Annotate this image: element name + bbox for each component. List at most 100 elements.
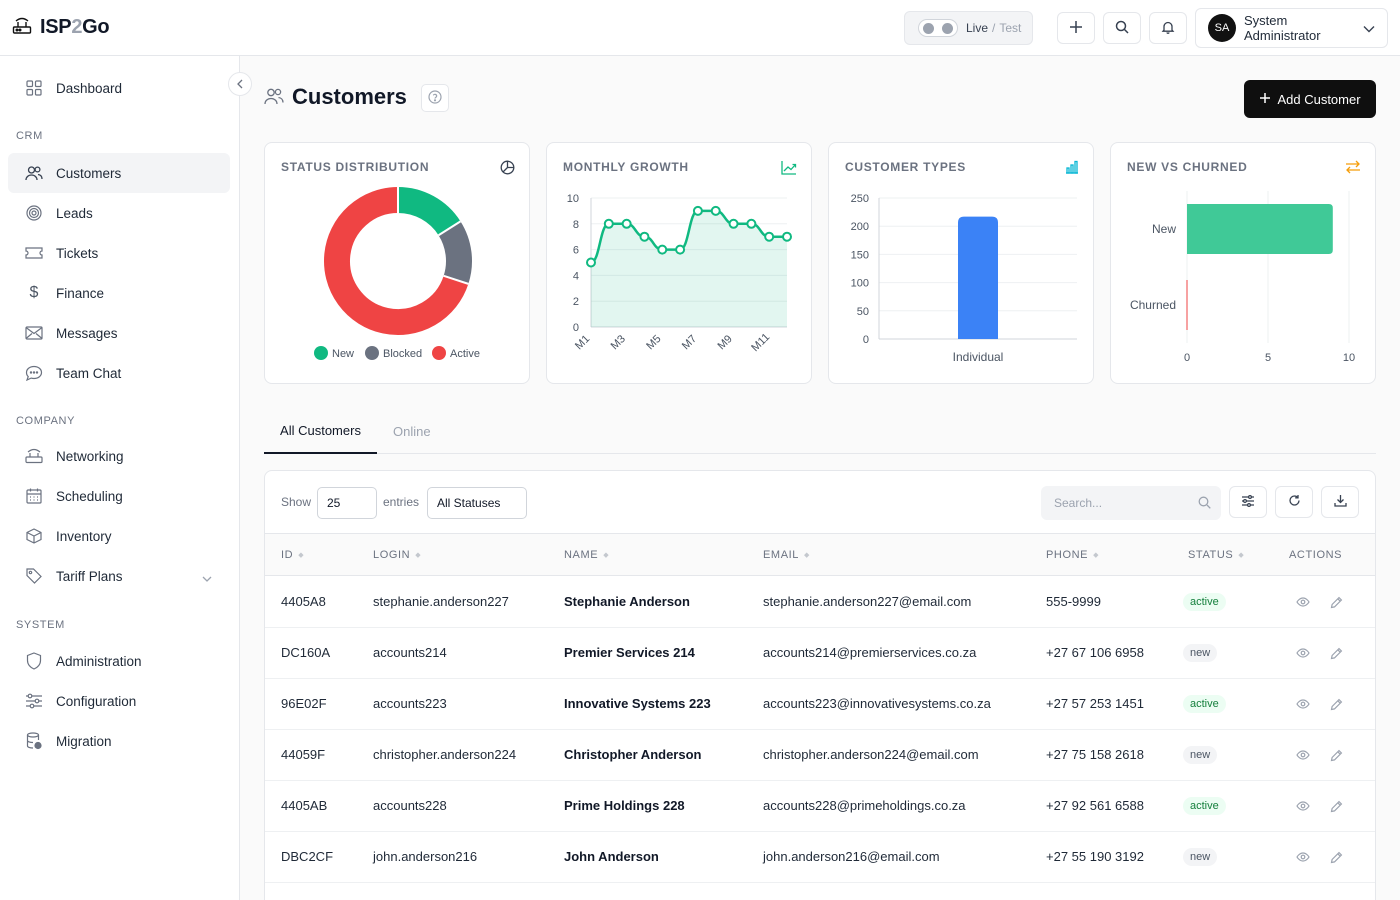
- legend-marker-new: [314, 346, 328, 360]
- column-header-status[interactable]: STATUS ◆: [1188, 549, 1245, 561]
- view-eye-icon[interactable]: [1295, 594, 1311, 610]
- edit-pencil-icon[interactable]: [1328, 747, 1344, 763]
- data-point-m9: [728, 218, 739, 229]
- global-search-button[interactable]: [1103, 12, 1141, 44]
- column-header-id[interactable]: ID ◆: [281, 549, 305, 561]
- table-row[interactable]: DBC2CF john.anderson216 John Anderson john.…: [265, 832, 1375, 883]
- sidebar-item-leads[interactable]: Leads: [8, 193, 230, 233]
- view-eye-icon[interactable]: [1295, 645, 1311, 661]
- sidebar-section-crm: CRM: [16, 130, 43, 142]
- edit-pencil-icon[interactable]: [1328, 645, 1344, 661]
- mode-live-label: Live: [966, 21, 989, 35]
- table-toolbar: Show 25 entries All Statuses Search...: [265, 471, 1375, 534]
- table-row[interactable]: 4405A8 stephanie.anderson227 Stephanie And…: [265, 577, 1375, 628]
- sidebar-item-team-chat[interactable]: Team Chat: [8, 353, 230, 393]
- cell-id: DBC2CF: [281, 849, 334, 864]
- column-header-login[interactable]: LOGIN ◆: [373, 549, 422, 561]
- tab-online[interactable]: Online: [393, 423, 431, 439]
- swap-arrows-icon: [1345, 160, 1361, 177]
- sidebar-item-label: Migration: [56, 733, 112, 749]
- status-badge: active: [1183, 797, 1226, 815]
- sidebar-item-tariff-plans[interactable]: Tariff Plans: [8, 556, 230, 596]
- trend-up-icon: [781, 160, 797, 178]
- sidebar-item-dashboard[interactable]: Dashboard: [8, 68, 230, 108]
- toggle-switch[interactable]: [918, 19, 958, 37]
- refresh-button[interactable]: [1275, 486, 1313, 518]
- table-row[interactable]: DC160A accounts214 Premier Services 214 acc…: [265, 628, 1375, 679]
- customers-table-panel: Show 25 entries All Statuses Search... I…: [264, 470, 1376, 900]
- table-row[interactable]: 44059F christopher.anderson224 Christopher…: [265, 730, 1375, 781]
- sidebar-item-scheduling[interactable]: Scheduling: [8, 476, 230, 516]
- legend-label-new: New: [332, 348, 354, 360]
- search-placeholder: Search...: [1054, 496, 1103, 510]
- x-tick-label: M3: [609, 333, 628, 352]
- data-point-m3: [621, 218, 632, 229]
- sidebar-item-inventory[interactable]: Inventory: [8, 516, 230, 556]
- live-test-toggle[interactable]: Live / Test: [904, 11, 1033, 45]
- sort-icon: ◆: [603, 552, 610, 559]
- view-eye-icon[interactable]: [1295, 696, 1311, 712]
- sidebar-item-migration[interactable]: Migration: [8, 721, 230, 761]
- view-eye-icon[interactable]: [1295, 747, 1311, 763]
- entries-per-page-input[interactable]: 25: [317, 487, 377, 519]
- export-button[interactable]: [1321, 486, 1359, 518]
- sidebar-item-label: Scheduling: [56, 488, 123, 504]
- page-header: Customers: [264, 84, 407, 110]
- mode-separator: /: [992, 21, 996, 35]
- edit-pencil-icon[interactable]: [1328, 594, 1344, 610]
- quick-add-button[interactable]: [1057, 12, 1095, 44]
- router-logo-icon: [12, 17, 32, 38]
- chevron-down-icon: [1363, 21, 1375, 36]
- target-icon: [24, 203, 44, 223]
- chevron-left-icon: [237, 77, 243, 92]
- user-menu[interactable]: SA System Administrator: [1195, 8, 1388, 48]
- data-point-m10: [746, 218, 757, 229]
- cell-login: stephanie.anderson227: [373, 594, 509, 609]
- customer-tabs: All Customers Online: [264, 408, 1376, 454]
- edit-pencil-icon[interactable]: [1328, 849, 1344, 865]
- column-settings-button[interactable]: [1229, 486, 1267, 518]
- sliders-icon: [24, 691, 44, 711]
- sidebar-item-label: Messages: [56, 325, 118, 341]
- help-button[interactable]: [421, 84, 449, 112]
- view-eye-icon[interactable]: [1295, 849, 1311, 865]
- edit-pencil-icon[interactable]: [1328, 696, 1344, 712]
- sidebar-collapse-button[interactable]: [228, 72, 252, 96]
- add-customer-button[interactable]: Add Customer: [1244, 80, 1376, 118]
- sidebar: Dashboard CRM Customers Leads Tickets $ …: [0, 56, 240, 900]
- sidebar-item-label: Dashboard: [56, 80, 123, 96]
- sort-icon: ◆: [298, 552, 305, 559]
- notifications-button[interactable]: [1149, 12, 1187, 44]
- tab-all-customers[interactable]: All Customers: [264, 408, 377, 454]
- sidebar-item-messages[interactable]: Messages: [8, 313, 230, 353]
- cell-id: DC160A: [281, 645, 331, 660]
- sidebar-item-configuration[interactable]: Configuration: [8, 681, 230, 721]
- edit-pencil-icon[interactable]: [1328, 798, 1344, 814]
- card-title: NEW VS CHURNED: [1127, 160, 1248, 174]
- brand[interactable]: ISP2Go: [12, 16, 110, 39]
- table-row[interactable]: 4405AB accounts228 Prime Holdings 228 accou…: [265, 781, 1375, 832]
- donut-slice-blocked: [438, 221, 472, 284]
- monthly-growth-chart: 0 2 4 6 8 10 M1 M3 M5 M7 M9 M11: [567, 193, 792, 354]
- add-customer-label: Add Customer: [1277, 91, 1361, 107]
- sidebar-item-networking[interactable]: Networking: [8, 436, 230, 476]
- view-eye-icon[interactable]: [1295, 798, 1311, 814]
- table-row[interactable]: 96E02F accounts223 Innovative Systems 223 a…: [265, 679, 1375, 730]
- column-header-name[interactable]: NAME ◆: [564, 549, 610, 561]
- sidebar-item-finance[interactable]: $ Finance: [8, 273, 230, 313]
- column-header-phone[interactable]: PHONE ◆: [1046, 549, 1100, 561]
- sidebar-item-administration[interactable]: Administration: [8, 641, 230, 681]
- data-point-m2: [603, 218, 614, 229]
- cell-email: accounts223@innovativesystems.co.za: [763, 696, 991, 711]
- sidebar-item-customers[interactable]: Customers: [8, 153, 230, 193]
- customer-types-chart: 0 50 100 150 200 250 Individual: [851, 193, 1077, 364]
- status-badge: new: [1183, 848, 1218, 866]
- sidebar-item-tickets[interactable]: Tickets: [8, 233, 230, 273]
- status-filter-select[interactable]: All Statuses: [427, 487, 527, 519]
- column-header-email[interactable]: EMAIL ◆: [763, 549, 810, 561]
- x-tick-label: Individual: [953, 350, 1004, 364]
- legend-label-blocked: Blocked: [383, 348, 422, 360]
- search-input[interactable]: Search...: [1041, 486, 1221, 520]
- cell-name: John Anderson: [564, 849, 659, 864]
- card-title: STATUS DISTRIBUTION: [281, 160, 430, 174]
